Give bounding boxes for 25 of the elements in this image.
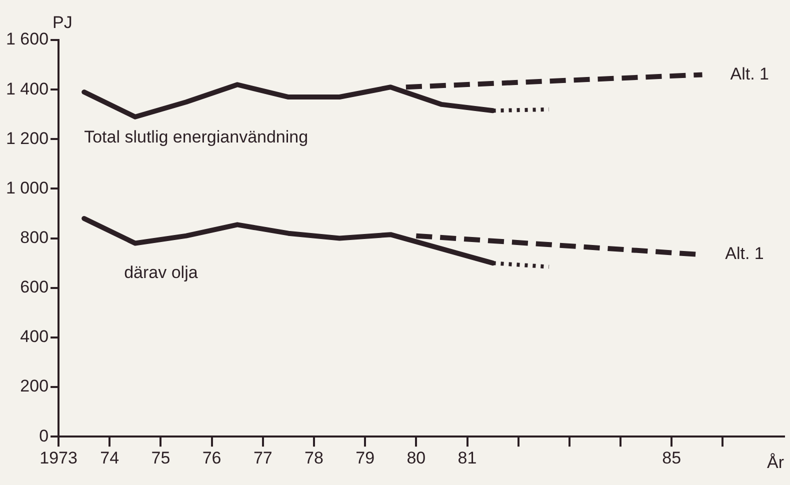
y-tick-label: 200	[20, 376, 49, 396]
x-tick-label: 75	[151, 448, 170, 468]
y-tick-label: 800	[20, 228, 49, 247]
series-label: Alt. 1	[730, 64, 770, 84]
x-tick-label: 79	[356, 448, 375, 468]
y-tick-label: 400	[20, 327, 49, 346]
x-tick-label: 76	[202, 448, 222, 468]
y-tick-label: 1 400	[6, 79, 49, 98]
y-tick-label: 0	[39, 426, 49, 446]
y-tick-label: 600	[20, 278, 49, 297]
x-axis-title: År	[767, 452, 784, 472]
y-tick-label: 1 000	[6, 178, 49, 198]
y-axis-title: PJ	[52, 13, 72, 32]
x-tick-label: 85	[662, 448, 682, 468]
x-tick-label: 81	[458, 448, 477, 468]
x-tick-label: 77	[253, 448, 272, 468]
series-label: Total slutlig energianvändning	[84, 128, 308, 147]
x-tick-label: 74	[100, 448, 120, 468]
x-tick-label: 80	[406, 448, 426, 468]
y-tick-label: 1 200	[6, 128, 49, 148]
x-tick-label: 78	[304, 448, 324, 468]
series-label: Alt. 1	[725, 244, 764, 264]
y-tick-label: 1 600	[6, 30, 49, 49]
x-tick-label: 1973	[40, 448, 78, 468]
series-label: därav olja	[124, 263, 198, 282]
